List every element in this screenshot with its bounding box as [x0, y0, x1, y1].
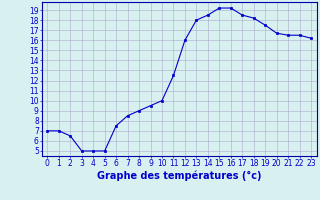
X-axis label: Graphe des températures (°c): Graphe des températures (°c) [97, 171, 261, 181]
